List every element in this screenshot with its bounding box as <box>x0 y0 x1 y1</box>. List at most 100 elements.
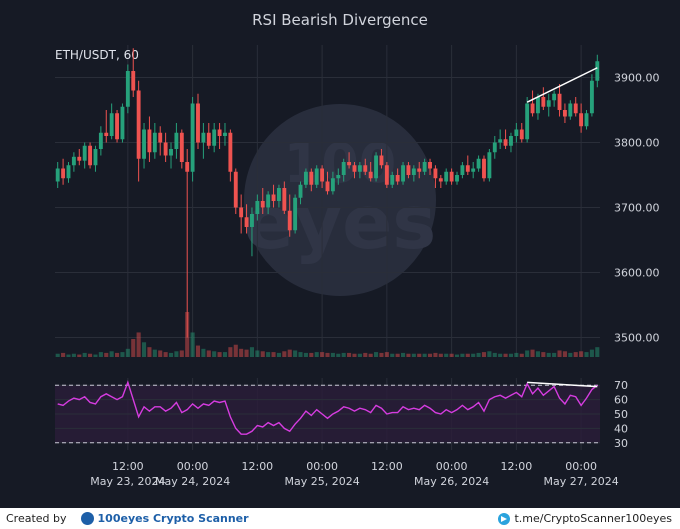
volume-bar <box>244 349 249 357</box>
volume-bar <box>109 351 114 357</box>
candle-body <box>541 97 546 107</box>
time-tick-label: 00:00 <box>436 460 468 473</box>
volume-bar <box>579 351 584 357</box>
candle-body <box>325 181 330 192</box>
candle-body <box>341 162 346 175</box>
footer-bar: Created by 100eyes Crypto Scanner t.me/C… <box>0 508 680 529</box>
volume-bar <box>336 353 341 357</box>
volume-bar <box>384 352 389 357</box>
candle-body <box>276 188 281 201</box>
volume-bar <box>352 353 357 357</box>
candle-body <box>260 201 265 208</box>
price-tick-label: 3500.00 <box>614 332 660 345</box>
created-by-label: Created by <box>6 512 67 525</box>
candle-body <box>503 139 508 146</box>
volume-bar <box>406 353 411 357</box>
candle-body <box>169 149 173 156</box>
volume-bar <box>298 352 303 357</box>
candlesticks <box>55 48 600 338</box>
candle-body <box>579 113 584 127</box>
svg-text:eyes: eyes <box>244 180 437 266</box>
volume-bars <box>55 312 600 357</box>
volume-bar <box>174 351 179 357</box>
volume-bar <box>71 353 76 357</box>
volume-bar <box>357 353 362 357</box>
volume-bar <box>55 353 60 357</box>
candle-body <box>460 165 465 175</box>
candle-body <box>589 80 594 114</box>
price-tick-label: 3700.00 <box>614 202 660 215</box>
candle-body <box>190 103 195 172</box>
candle-body <box>55 168 60 182</box>
candle-body <box>411 168 416 175</box>
date-tick-label: May 24, 2024 <box>155 475 230 488</box>
volume-bar <box>433 352 438 357</box>
symbol-label: ETH/USDT, 60 <box>55 48 139 62</box>
volume-bar <box>314 352 319 357</box>
rsi-panel <box>55 380 600 444</box>
volume-bar <box>379 352 384 357</box>
candle-body <box>330 178 335 192</box>
candle-body <box>428 162 432 169</box>
candle-body <box>201 132 206 143</box>
candle-body <box>309 171 314 185</box>
candle-body <box>568 103 573 117</box>
candle-body <box>509 136 513 146</box>
candle-body <box>336 175 341 179</box>
volume-bar <box>584 352 589 357</box>
candle-body <box>282 188 287 211</box>
candle-body <box>347 162 352 166</box>
volume-bar <box>93 354 98 357</box>
price-tick-label: 3600.00 <box>614 267 660 280</box>
candle-body <box>109 113 114 136</box>
candle-body <box>158 132 163 143</box>
candle-body <box>384 165 389 185</box>
volume-bar <box>454 354 460 357</box>
chart-title: RSI Bearish Divergence <box>252 11 428 29</box>
volume-bar <box>363 352 368 357</box>
candle-body <box>374 155 379 179</box>
volume-bar <box>276 352 281 357</box>
volume-bar <box>535 351 540 357</box>
candle-body <box>438 178 443 182</box>
candle-body <box>77 156 82 161</box>
candle-body <box>131 71 136 91</box>
candle-body <box>455 175 459 182</box>
candle-body <box>482 158 486 179</box>
candle-body <box>357 165 362 172</box>
chart-svg: 100 eyes RSI Bearish Divergence ETH/USDT… <box>55 11 660 488</box>
telegram-link[interactable]: t.me/CryptoScanner100eyes <box>514 512 672 525</box>
candle-body <box>104 132 109 136</box>
candle-body <box>519 129 524 140</box>
volume-bar <box>168 352 174 357</box>
time-tick-label: 12:00 <box>241 460 273 473</box>
rsi-tick-label: 50 <box>614 408 628 421</box>
candle-body <box>217 129 222 136</box>
candle-body <box>352 165 357 172</box>
candle-body <box>487 152 492 179</box>
chart-frame: 100 eyes RSI Bearish Divergence ETH/USDT… <box>0 0 680 508</box>
candle-body <box>552 93 557 101</box>
volume-bar <box>282 351 287 357</box>
volume-bar <box>422 353 427 357</box>
rsi-divergence-line <box>527 381 598 388</box>
candle-body <box>255 201 260 214</box>
volume-bar <box>546 352 551 357</box>
volume-bar <box>266 352 271 357</box>
volume-bar <box>141 342 147 357</box>
volume-bar <box>530 349 535 357</box>
price-trendline <box>526 67 598 103</box>
candle-body <box>595 61 600 81</box>
time-tick-label: 00:00 <box>565 460 597 473</box>
brand-link[interactable]: 100eyes Crypto Scanner <box>97 512 249 525</box>
rsi-tick-label: 40 <box>614 422 628 435</box>
candle-body <box>293 197 298 231</box>
footer-credit: Created by 100eyes Crypto Scanner <box>6 512 249 525</box>
candle-body <box>152 132 157 153</box>
time-tick-label: 12:00 <box>501 460 533 473</box>
volume-bar <box>88 353 93 357</box>
volume-bar <box>330 352 335 357</box>
volume-bar <box>368 353 373 357</box>
volume-bar <box>320 352 325 357</box>
volume-bar <box>508 353 514 357</box>
